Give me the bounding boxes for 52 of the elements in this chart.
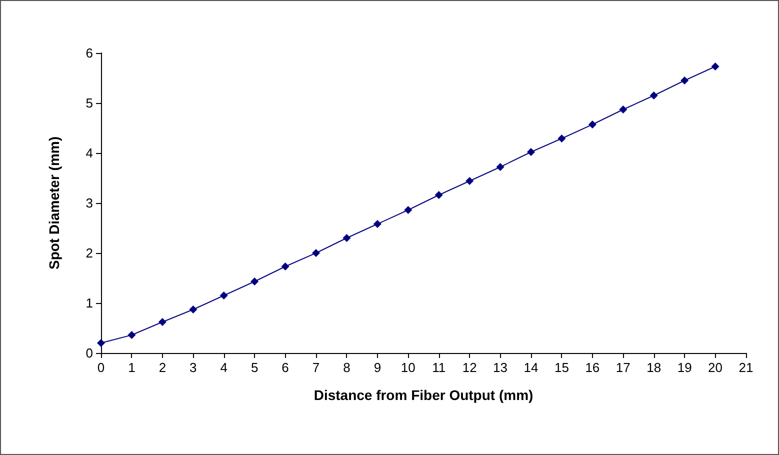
- point: [158, 318, 166, 326]
- x-tick-label: 1: [128, 360, 136, 375]
- point: [434, 191, 443, 199]
- x-tick-label: 18: [646, 360, 662, 375]
- point: [373, 220, 382, 228]
- x-tick-label: 8: [343, 360, 350, 375]
- point: [220, 292, 228, 300]
- point: [680, 76, 689, 84]
- y-tick-label: 3: [86, 196, 93, 210]
- x-tick-label: 10: [400, 360, 416, 375]
- point: [650, 92, 658, 100]
- x-tick-label: 7: [312, 360, 320, 375]
- x-tick-label: 13: [493, 360, 508, 375]
- point: [128, 331, 136, 339]
- x-axis-title: Distance from Fiber Output (mm): [314, 387, 534, 403]
- x-tick-label: 12: [462, 360, 477, 375]
- point: [466, 177, 474, 185]
- x-tick-label: 6: [282, 360, 289, 375]
- x-tick-label: 14: [524, 360, 538, 375]
- x-tick-label: 15: [554, 360, 569, 375]
- point: [619, 106, 628, 114]
- y-tick-label: 2: [86, 246, 93, 260]
- x-tick-label: 0: [97, 360, 105, 375]
- x-tick-label: 16: [585, 360, 600, 375]
- point: [189, 306, 198, 314]
- point: [312, 249, 320, 257]
- x-tick-label: 4: [220, 360, 228, 375]
- y-tick-label: 5: [86, 96, 93, 110]
- point: [250, 278, 259, 286]
- x-tick-label: 2: [158, 360, 166, 375]
- x-tick-label: 19: [677, 360, 692, 375]
- point: [527, 148, 535, 156]
- x-tick-label: 5: [250, 360, 258, 375]
- x-tick-label: 11: [432, 360, 446, 375]
- point: [281, 262, 290, 270]
- x-tick-label: 20: [708, 360, 723, 375]
- x-tick-label: 9: [374, 360, 382, 375]
- point: [558, 134, 566, 142]
- y-axis-title: Spot Diameter (mm): [46, 136, 62, 270]
- point: [588, 120, 596, 128]
- x-tick-label: 3: [190, 360, 197, 375]
- point: [711, 62, 720, 70]
- y-tick-label: 4: [86, 146, 93, 160]
- y-tick-label: 1: [86, 296, 93, 310]
- y-tick-label: 6: [86, 46, 93, 60]
- point: [342, 234, 351, 242]
- point: [404, 206, 412, 214]
- point: [496, 163, 504, 171]
- y-tick-label: 0: [86, 346, 93, 360]
- x-tick-label: 17: [616, 360, 630, 375]
- x-tick-label: 21: [738, 360, 754, 375]
- point: [97, 339, 105, 347]
